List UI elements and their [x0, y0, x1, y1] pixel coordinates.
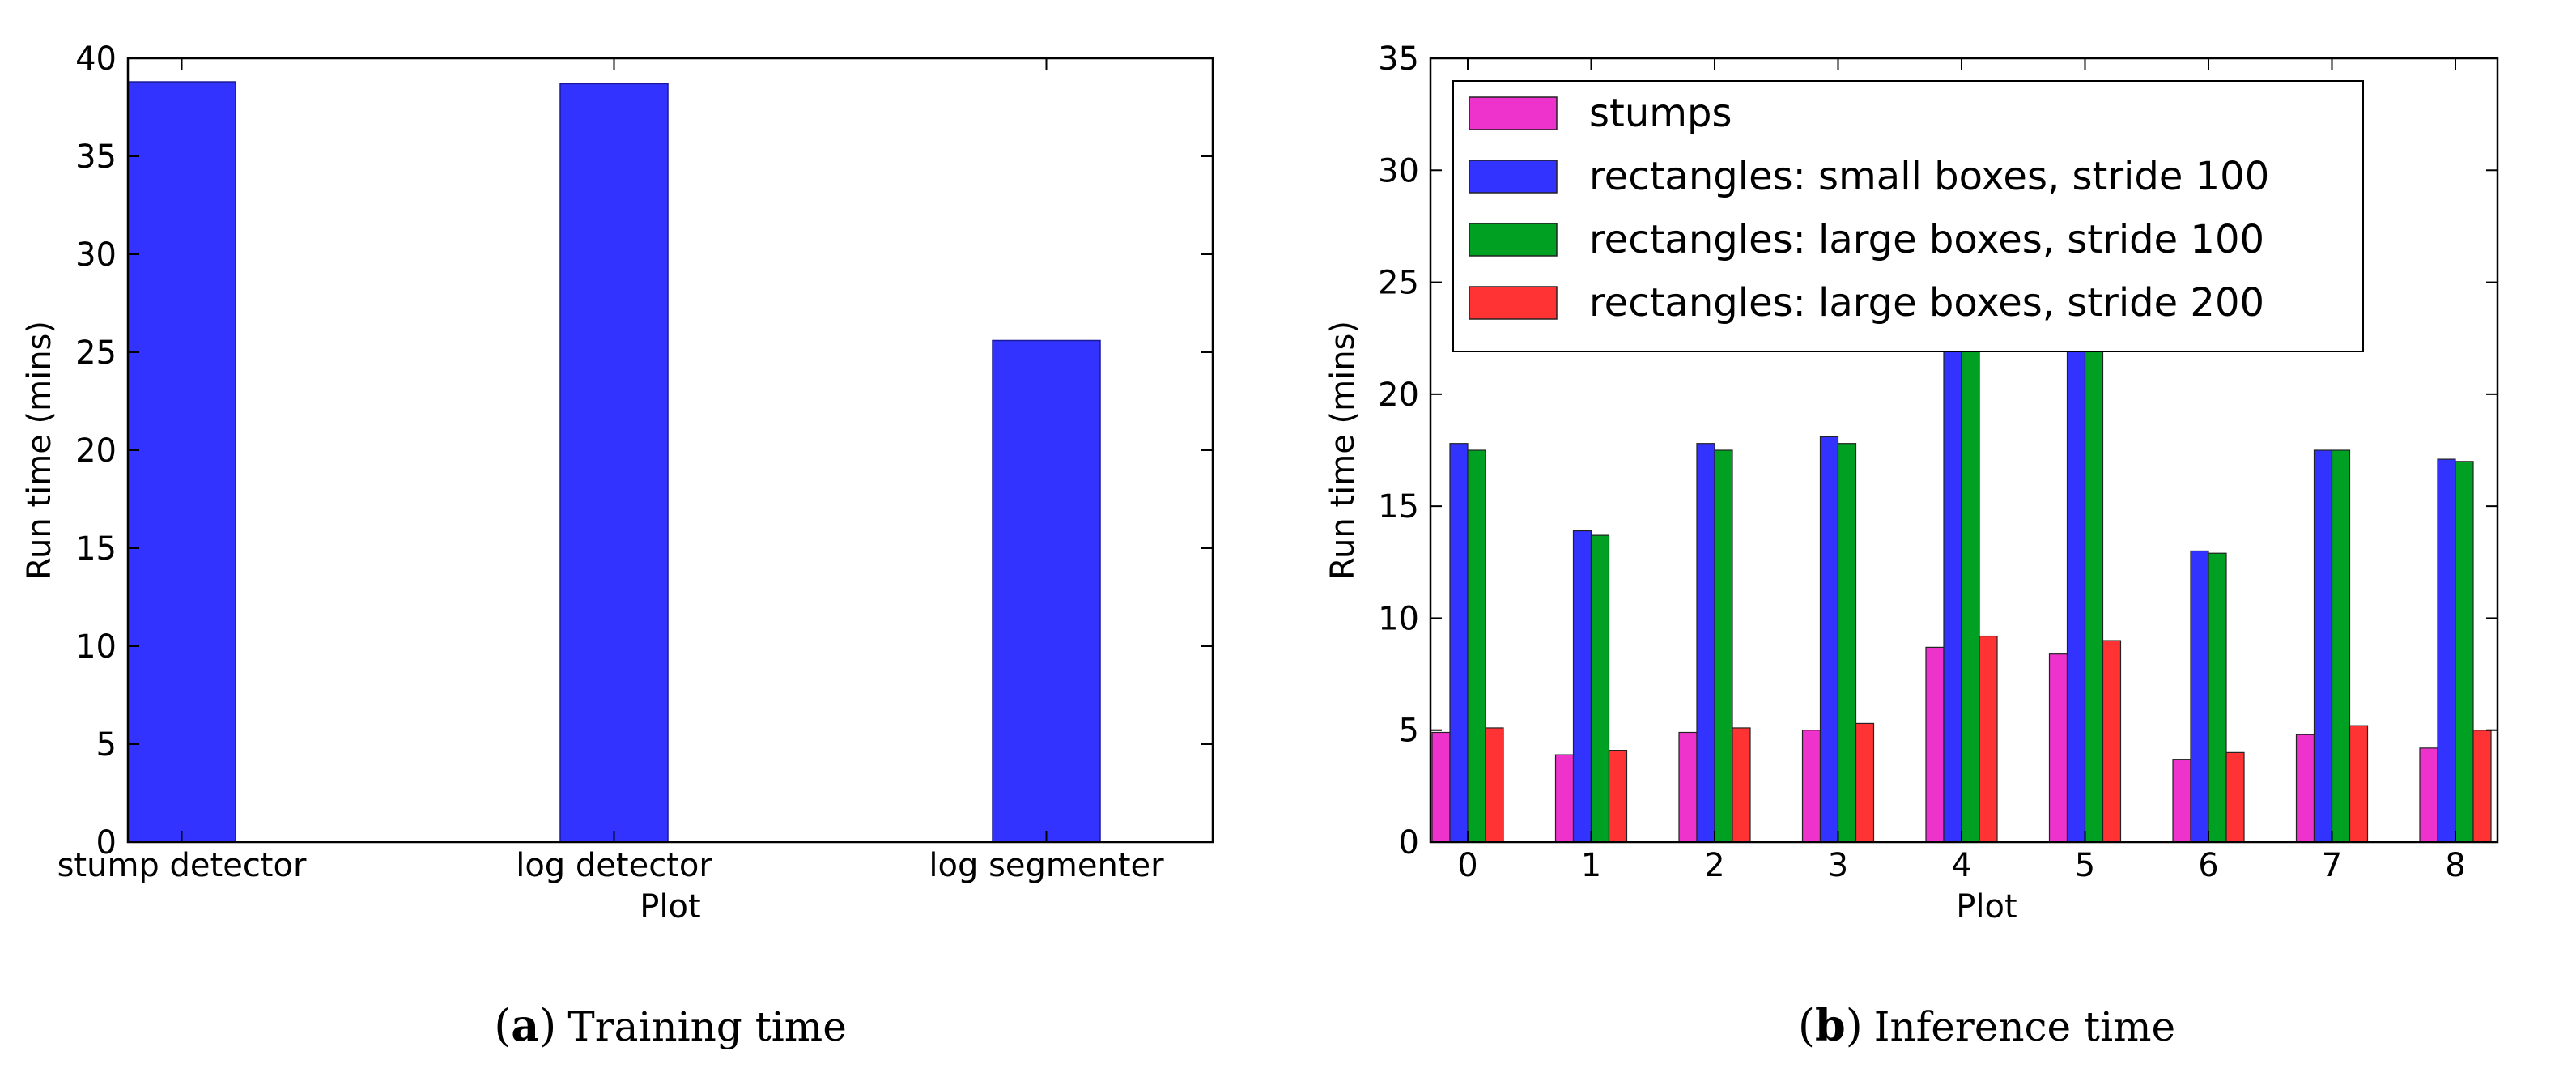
- training-y-tick-label: 15: [75, 530, 117, 568]
- training-y-tick-label: 35: [75, 138, 117, 176]
- inference-x-ticks: 0 1 2 3 4 5 6 7 8: [1457, 58, 2466, 884]
- inference-x-tick-label: 2: [1704, 847, 1724, 884]
- inference-bar-s0-c2: [1678, 731, 1698, 843]
- training-caption-text: Training time: [567, 1003, 846, 1050]
- inference-plot-frame: [1429, 57, 2499, 844]
- training-time-chart: 0 5 10 15 20 25 30 35 40 stump detector log detec…: [21, 40, 1214, 1051]
- inference-bar-s0-c8: [2419, 747, 2438, 843]
- training-caption: (a) Training time: [494, 999, 847, 1051]
- inference-x-tick-label: 5: [2075, 847, 2095, 884]
- legend-label-1: rectangles: small boxes, stride 100: [1589, 154, 2269, 199]
- inference-bar-s1-c5: [2066, 348, 2086, 843]
- inference-bar-s0-c5: [2048, 653, 2068, 843]
- training-plot-frame: [126, 57, 1214, 844]
- training-y-tick-label: 10: [75, 628, 117, 666]
- training-y-ticks: 0 5 10 15 20 25 30 35 40: [75, 40, 1213, 862]
- training-y-tick-label: 40: [75, 40, 117, 78]
- inference-y-tick-label: 20: [1378, 377, 1419, 414]
- inference-x-axis-label: Plot: [1956, 888, 2017, 926]
- inference-y-tick-label: 25: [1378, 265, 1419, 302]
- inference-caption: (b) Inference time: [1798, 999, 2175, 1051]
- inference-bar-s3-c5: [2102, 640, 2122, 843]
- training-y-tick-label: 20: [75, 432, 117, 470]
- inference-bar-s0-c0: [1431, 731, 1451, 843]
- inference-caption-text: Inference time: [1874, 1003, 2175, 1050]
- training-caption-letter: a: [511, 999, 539, 1051]
- inference-x-tick-label: 8: [2445, 847, 2465, 884]
- training-x-tick-label: stump detector: [57, 847, 307, 884]
- inference-y-ticks: 0 5 10 15 20 25 30 35: [1378, 40, 2497, 862]
- inference-bar-s1-c3: [1819, 436, 1839, 843]
- inference-x-tick-label: 7: [2322, 847, 2342, 884]
- inference-x-tick-label: 1: [1581, 847, 1601, 884]
- inference-bar-s2-c6: [2208, 552, 2227, 843]
- inference-bar-s2-c1: [1590, 534, 1610, 843]
- inference-bar-s1-c7: [2313, 449, 2333, 843]
- legend-label-2: rectangles: large boxes, stride 100: [1589, 217, 2264, 262]
- inference-bar-s3-c2: [1732, 727, 1751, 843]
- inference-bar-s2-c2: [1714, 449, 1733, 843]
- training-x-axis-label: Plot: [640, 888, 700, 926]
- inference-bar-s0-c1: [1554, 754, 1575, 843]
- training-y-axis-label: Run time (mins): [21, 321, 58, 580]
- legend-swatch-0: [1469, 96, 1558, 130]
- training-y-tick-label: 5: [96, 726, 117, 764]
- legend-label-3: rectangles: large boxes, stride 200: [1589, 280, 2264, 326]
- inference-x-tick-label: 6: [2198, 847, 2218, 884]
- inference-bar-s3-c8: [2472, 730, 2492, 843]
- inference-bar-s2-c8: [2455, 461, 2474, 843]
- inference-bar-s2-c4: [1961, 348, 1980, 843]
- inference-y-tick-label: 10: [1378, 600, 1419, 637]
- inference-bar-s2-c0: [1467, 449, 1486, 843]
- legend-label-0: stumps: [1589, 91, 1732, 136]
- inference-bar-s2-c5: [2084, 348, 2104, 843]
- training-y-tick-label: 25: [75, 334, 117, 372]
- inference-bar-s1-c4: [1943, 348, 1962, 843]
- inference-caption-letter: b: [1815, 999, 1846, 1051]
- inference-bar-s0-c3: [1801, 730, 1821, 843]
- inference-bar-s3-c6: [2225, 751, 2245, 843]
- inference-y-axis-label: Run time (mins): [1324, 321, 1362, 580]
- training-x-tick-label: log segmenter: [929, 847, 1164, 884]
- inference-x-tick-label: 4: [1951, 847, 1971, 884]
- legend-swatch-2: [1469, 223, 1558, 257]
- training-y-tick-label: 30: [75, 236, 117, 274]
- inference-bar-s1-c6: [2190, 550, 2209, 843]
- training-bar-log-segmenter: [992, 339, 1101, 843]
- inference-bar-s1-c8: [2437, 458, 2456, 843]
- inference-bar-s2-c7: [2331, 449, 2351, 843]
- training-x-tick-label: log detector: [516, 847, 712, 884]
- inference-legend: stumps rectangles: small boxes, stride 10…: [1452, 80, 2364, 352]
- legend-swatch-1: [1469, 160, 1558, 194]
- inference-y-tick-label: 0: [1399, 824, 1419, 862]
- inference-bar-s1-c1: [1572, 530, 1592, 843]
- training-bar-stump-detector: [127, 81, 236, 843]
- legend-swatch-3: [1469, 286, 1558, 320]
- legend-frame: [1452, 80, 2364, 352]
- inference-y-tick-label: 30: [1378, 152, 1419, 189]
- inference-bar-s3-c4: [1979, 635, 1998, 843]
- inference-bar-s0-c7: [2295, 734, 2315, 843]
- inference-bar-s1-c2: [1696, 443, 1715, 843]
- inference-bar-s1-c0: [1449, 443, 1469, 843]
- inference-y-tick-label: 5: [1399, 713, 1419, 750]
- training-y-tick-label: 0: [96, 824, 117, 862]
- inference-y-tick-label: 15: [1378, 488, 1419, 526]
- training-x-ticks: stump detector log detector log segmenter: [57, 58, 1164, 884]
- inference-bar-s2-c3: [1837, 443, 1857, 843]
- inference-bar-s0-c4: [1925, 646, 1945, 843]
- inference-time-chart: 0 5 10 15 20 25 30 35 0 1 2 3 4 5 6 7 8 stumps rectangle…: [1324, 40, 2499, 1051]
- inference-x-tick-label: 0: [1457, 847, 1477, 884]
- inference-bar-s3-c7: [2349, 725, 2369, 843]
- inference-x-tick-label: 3: [1828, 847, 1848, 884]
- training-bars: [127, 81, 1101, 843]
- inference-bar-s3-c0: [1485, 727, 1504, 843]
- inference-bar-s0-c6: [2172, 759, 2191, 843]
- inference-y-tick-label: 35: [1378, 40, 1419, 78]
- training-bar-log-detector: [559, 83, 669, 843]
- inference-bars: [1431, 348, 2492, 843]
- inference-bar-s3-c1: [1608, 750, 1628, 843]
- inference-bar-s3-c3: [1855, 722, 1875, 843]
